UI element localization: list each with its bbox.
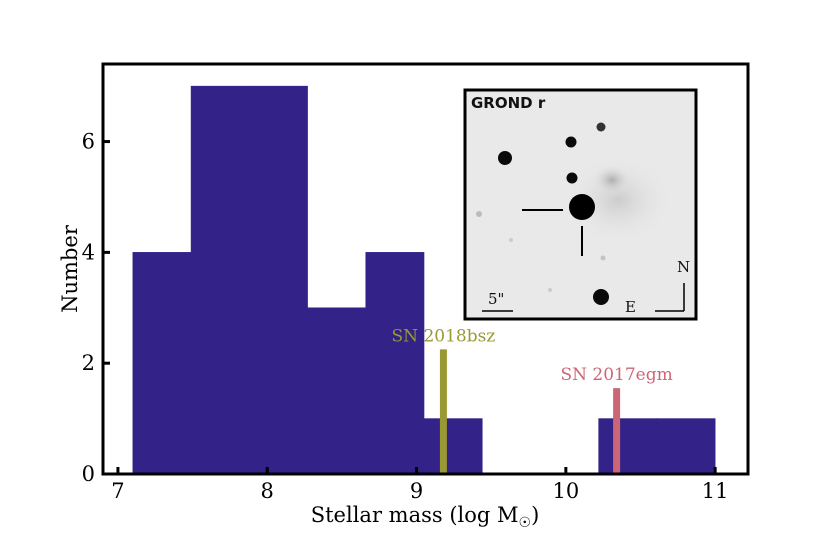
y-tick-label-0: 0 (82, 462, 95, 486)
x-axis-label-close: ) (531, 503, 539, 527)
y-tick-label-3: 6 (82, 130, 95, 154)
sn-marker-label-1: SN 2017egm (560, 365, 672, 385)
host-galaxy-core (592, 164, 632, 196)
x-tick-label-4: 11 (702, 479, 729, 503)
x-axis-label: Stellar mass (log M☉) (311, 503, 540, 531)
histogram-bar-2 (249, 85, 308, 475)
plot-frame (101, 62, 750, 476)
star-central (569, 194, 595, 220)
sn-marker-label-0: SN 2018bsz (392, 326, 496, 346)
histogram-bar-4 (365, 252, 425, 475)
x-tick-label-3: 10 (552, 479, 579, 503)
x-tick-label-1: 8 (261, 479, 274, 503)
x-tick-label-2: 9 (410, 479, 423, 503)
histogram-bars (132, 85, 716, 475)
x-tick-label-0: 7 (111, 479, 124, 503)
grond-inset: GROND r 5" N E (463, 88, 698, 321)
star-1 (498, 151, 512, 165)
star-3 (596, 122, 606, 132)
inset-title: GROND r (471, 94, 546, 112)
histogram-bar-6 (598, 418, 658, 475)
star-6 (476, 211, 482, 217)
y-axis-label: Number (58, 224, 82, 313)
star-2 (565, 136, 577, 148)
compass-north-label: N (677, 258, 690, 276)
histogram-bar-0 (132, 252, 192, 475)
y-tick-label-1: 2 (82, 351, 95, 375)
star-9 (548, 288, 552, 292)
axis-ticks: 7 8 9 10 11 0 2 4 6 (82, 130, 729, 503)
sn-markers: SN 2018bsz SN 2017egm (392, 326, 673, 474)
histogram-bar-7 (656, 418, 716, 475)
star-5 (593, 289, 609, 305)
inset-frame (463, 88, 698, 321)
compass-east-label: E (625, 298, 636, 316)
x-axis-label-subscript: ☉ (519, 515, 532, 531)
histogram-bar-1 (190, 85, 250, 475)
scale-bar-label: 5" (488, 290, 504, 308)
star-7 (509, 238, 513, 242)
histogram-bar-5 (423, 418, 483, 475)
histogram-bar-3 (307, 307, 367, 475)
star-8 (600, 255, 606, 261)
y-tick-label-2: 4 (82, 240, 95, 264)
host-galaxy-halo (563, 155, 673, 245)
star-4 (566, 172, 578, 184)
